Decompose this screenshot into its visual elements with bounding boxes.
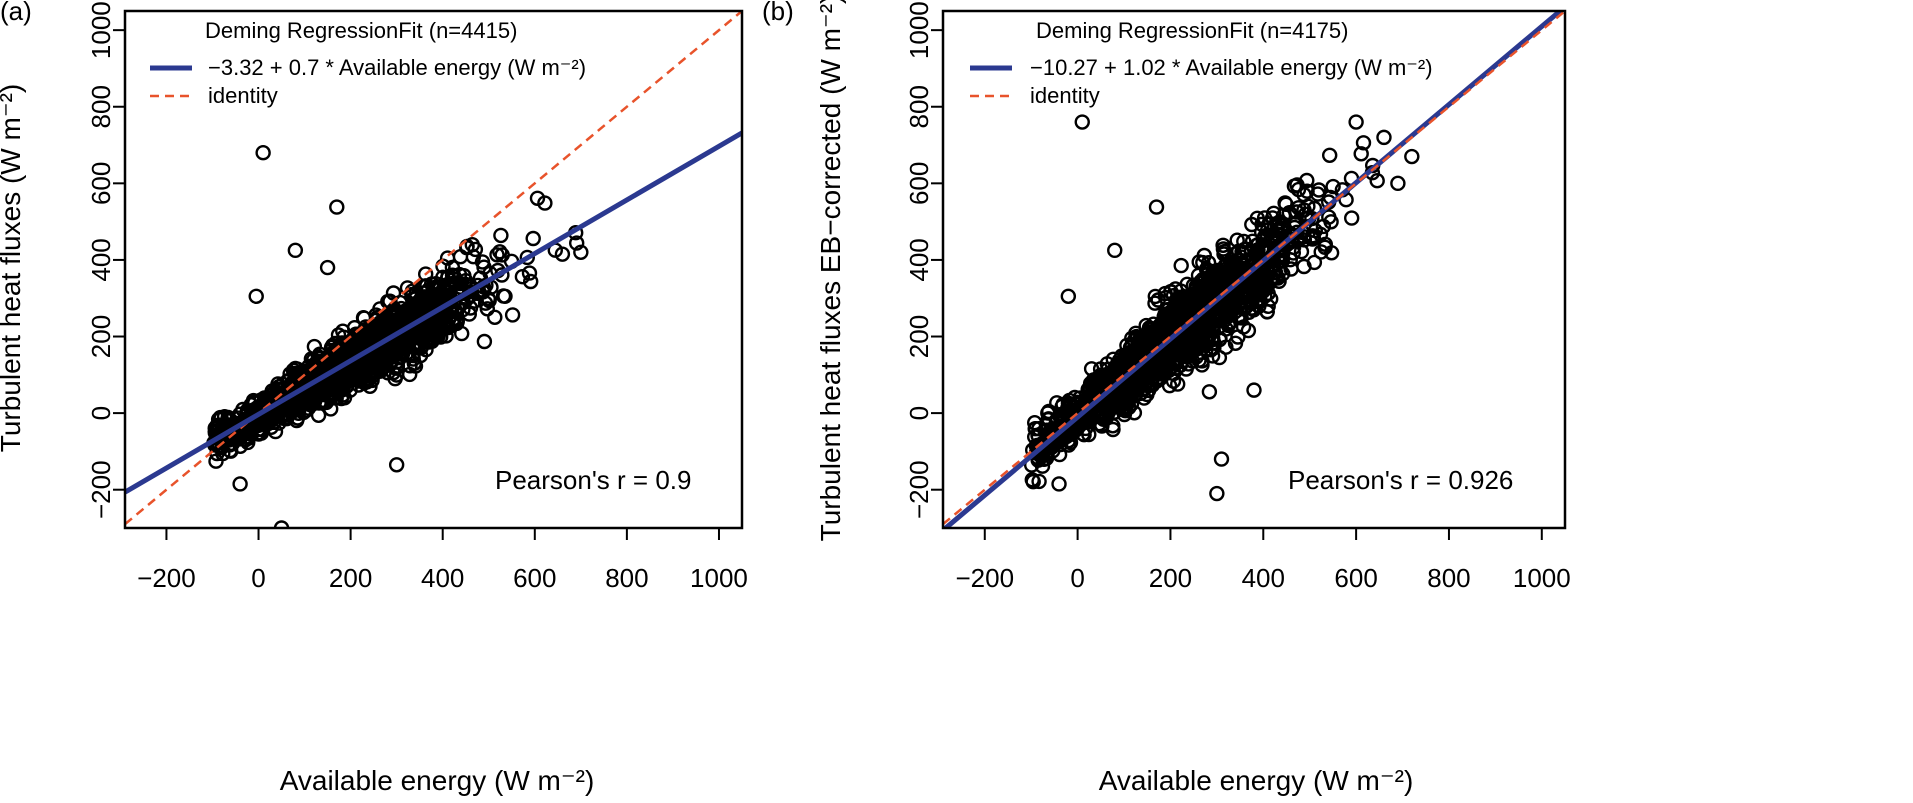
outlier-point — [573, 244, 589, 260]
x-tick-label: 200 — [1149, 563, 1192, 593]
outlier-point — [1376, 129, 1392, 146]
panel-b-x-axis-title: Available energy (W m⁻²) — [1099, 765, 1414, 796]
outlier-point — [1209, 485, 1225, 502]
y-tick-label: 400 — [904, 238, 934, 281]
y-tick-label: 1000 — [904, 1, 934, 59]
panel-b-x-axis: −200 0 200 400 600 800 1000 — [955, 528, 1571, 593]
outlier-point — [255, 144, 271, 161]
x-tick-label: 200 — [329, 563, 372, 593]
y-tick-label: 0 — [86, 406, 116, 420]
panel-b-legend: Deming RegressionFit (n=4175) −10.27 + 1… — [970, 18, 1433, 108]
y-tick-label: 200 — [86, 315, 116, 358]
panel-a-legend-identity-label: identity — [208, 83, 278, 108]
outlier-point — [319, 259, 336, 276]
panel-b-legend-background — [955, 18, 1445, 110]
panel-a-y-axis: −200 0 200 400 600 800 1000 — [86, 1, 125, 519]
panel-b: (b) −200 0 200 400 600 800 1000 −200 0 200 400 600… — [762, 0, 1571, 796]
outlier-point — [554, 246, 571, 262]
x-tick-label: 0 — [251, 563, 265, 593]
panel-b-y-axis: −200 0 200 400 600 800 1000 — [904, 1, 943, 519]
outlier-point — [1107, 242, 1123, 259]
panel-a-pearson-annotation: Pearson's r = 0.9 — [495, 465, 691, 495]
panel-b-pearson-annotation: Pearson's r = 0.926 — [1288, 465, 1513, 495]
outlier-point — [287, 242, 304, 259]
outlier-point — [1051, 476, 1067, 492]
y-tick-label: 400 — [86, 238, 116, 281]
x-tick-label: 600 — [1334, 563, 1377, 593]
y-tick-label: 600 — [904, 162, 934, 205]
y-tick-label: −200 — [86, 460, 116, 519]
panel-b-fit-line — [943, 11, 1564, 528]
panel-a-legend: Deming RegressionFit (n=4415) −3.32 + 0.… — [150, 18, 586, 108]
panel-b-y-axis-title: Turbulent heat fluxes EB−corrected (W m⁻… — [815, 0, 846, 541]
outlier-point — [273, 520, 290, 528]
y-tick-label: 1000 — [86, 1, 116, 59]
panel-a-tag: (a) — [0, 0, 32, 26]
x-tick-label: 1000 — [690, 563, 748, 593]
panel-a-plot-frame — [123, 9, 744, 530]
outlier-point — [1348, 114, 1364, 130]
panel-a-point-cloud — [206, 190, 585, 469]
y-tick-label: −200 — [904, 460, 934, 519]
x-tick-label: 800 — [605, 563, 648, 593]
y-tick-label: 800 — [904, 85, 934, 128]
panel-a: (a) −200 0 200 400 600 800 1000 −200 0 200 400 600… — [0, 0, 748, 796]
panel-b-legend-fit-label: −10.27 + 1.02 * Available energy (W m⁻²) — [1030, 55, 1433, 80]
panel-a-legend-fit-label: −3.32 + 0.7 * Available energy (W m⁻²) — [208, 55, 586, 80]
y-tick-label: 0 — [904, 406, 934, 420]
x-tick-label: 400 — [1242, 563, 1285, 593]
x-tick-label: 600 — [513, 563, 556, 593]
scatter-points — [206, 190, 585, 469]
outlier-point — [329, 199, 345, 215]
outlier-point — [388, 457, 405, 473]
x-tick-label: −200 — [955, 563, 1014, 593]
x-tick-label: 1000 — [1513, 563, 1571, 593]
panel-a-legend-title: Deming RegressionFit (n=4415) — [205, 18, 517, 43]
panel-a-x-axis-title: Available energy (W m⁻²) — [280, 765, 595, 796]
outlier-point — [1246, 382, 1262, 398]
panel-b-tag: (b) — [762, 0, 794, 26]
outlier-point — [1074, 114, 1090, 130]
x-tick-label: −200 — [137, 563, 196, 593]
panel-a-identity-line — [125, 11, 742, 526]
panel-a-y-axis-title: Turbulent heat fluxes (W m⁻²) — [0, 84, 26, 453]
outlier-point — [1060, 288, 1077, 305]
y-tick-label: 800 — [86, 85, 116, 128]
x-tick-label: 800 — [1427, 563, 1470, 593]
panel-b-outliers — [1051, 114, 1420, 502]
panel-a-outliers — [232, 144, 589, 528]
outlier-point — [1213, 451, 1230, 467]
panel-a-x-axis: −200 0 200 400 600 800 1000 — [137, 528, 748, 593]
outlier-point — [232, 476, 248, 492]
outlier-point — [1404, 148, 1420, 165]
panel-b-plot-frame — [941, 9, 1567, 530]
outlier-point — [1390, 175, 1406, 192]
outlier-point — [248, 288, 264, 305]
y-tick-label: 600 — [86, 162, 116, 205]
panel-a-fit-line — [125, 130, 742, 495]
panel-b-legend-title: Deming RegressionFit (n=4175) — [1036, 18, 1348, 43]
outlier-point — [1148, 199, 1165, 215]
panel-b-legend-identity-label: identity — [1030, 83, 1100, 108]
x-tick-label: 0 — [1070, 563, 1084, 593]
y-tick-label: 200 — [904, 315, 934, 358]
x-tick-label: 400 — [421, 563, 464, 593]
